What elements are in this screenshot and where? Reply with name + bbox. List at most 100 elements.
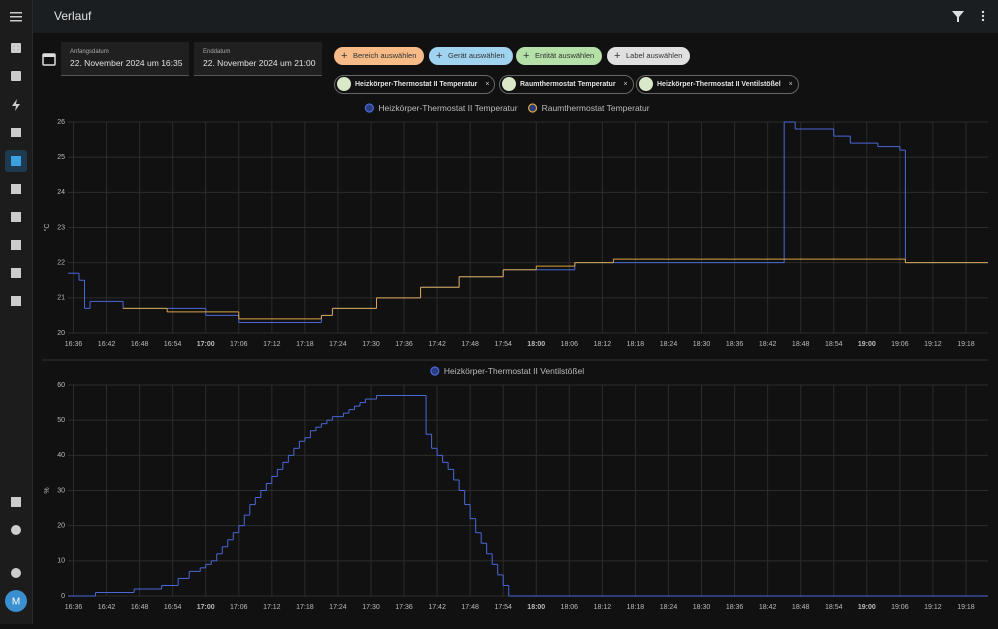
y-tick-label: 26	[57, 119, 65, 126]
toolbar-icons	[952, 10, 985, 22]
nav-notifications[interactable]	[11, 568, 21, 578]
entity-chip-text: Raumthermostat Temperatur	[520, 81, 616, 88]
x-tick-label: 18:30	[693, 604, 711, 611]
x-tick-label: 17:24	[329, 341, 347, 348]
x-tick-label: 18:36	[726, 604, 744, 611]
entity-chip[interactable]: Heizkörper-Thermostat II Temperatur ×	[334, 75, 496, 94]
x-tick-label: 16:48	[131, 341, 149, 348]
x-tick-label: 16:36	[65, 341, 83, 348]
x-tick-label: 16:54	[164, 341, 182, 348]
y-tick-label: 40	[57, 452, 65, 459]
x-tick-label: 18:24	[660, 341, 678, 348]
more-button[interactable]	[981, 10, 985, 22]
x-tick-label: 18:24	[660, 604, 678, 611]
x-tick-label: 17:00	[197, 604, 215, 611]
nav-media[interactable]	[11, 212, 21, 222]
clear-filter-button[interactable]	[952, 11, 964, 22]
x-tick-label: 19:12	[924, 341, 942, 348]
x-tick-label: 18:36	[726, 341, 744, 348]
y-tick-label: 24	[57, 189, 65, 196]
x-tick-label: 18:42	[759, 341, 777, 348]
x-tick-label: 18:54	[825, 341, 843, 348]
legend-label: Heizkörper-Thermostat II Ventilstößel	[444, 366, 584, 376]
y-tick-label: 50	[57, 417, 65, 424]
charts: 20 21 22 23 24 25 26 16:36 16:42 16:48 16:54 17:00 1…	[42, 103, 988, 611]
add-area-chip[interactable]: Bereich auswählen	[334, 47, 425, 65]
x-tick-label: 17:42	[428, 604, 446, 611]
user-initial: M	[12, 597, 20, 608]
end-date-field[interactable]: Enddatum 22. November 2024 um 21:00	[194, 42, 322, 76]
x-tick-label: 17:06	[230, 604, 248, 611]
x-tick-label: 18:12	[594, 341, 612, 348]
x-tick-label: 17:18	[296, 604, 314, 611]
nav-network[interactable]	[11, 240, 21, 250]
legend-label: Raumthermostat Temperatur	[542, 103, 650, 113]
y-tick-label: 23	[57, 224, 65, 231]
x-tick-label: 18:06	[561, 604, 579, 611]
add-label-chip[interactable]: Label auswählen	[607, 47, 691, 65]
x-tick-label: 19:18	[957, 604, 975, 611]
x-tick-label: 18:06	[561, 341, 579, 348]
nav-terminal[interactable]	[11, 296, 21, 306]
nav-logbook[interactable]	[11, 128, 21, 137]
y-tick-label: 21	[57, 295, 65, 302]
x-tick-label: 16:54	[164, 604, 182, 611]
x-tick-label: 18:48	[792, 341, 810, 348]
x-tick-label: 17:06	[230, 341, 248, 348]
start-date-field[interactable]: Anfangsdatum 22. November 2024 um 16:35	[61, 42, 189, 76]
y-tick-label: 20	[57, 330, 65, 337]
top-bar: Verlauf	[33, 0, 998, 33]
x-tick-label: 16:48	[131, 604, 149, 611]
legend-marker	[430, 366, 440, 376]
x-tick-label: 17:12	[263, 341, 281, 348]
x-tick-label: 19:00	[858, 604, 876, 611]
nav-developer[interactable]	[11, 497, 21, 507]
nav-overview[interactable]	[11, 43, 21, 53]
y-tick-label: 30	[57, 487, 65, 494]
add-entity-chip[interactable]: Entität auswählen	[516, 47, 603, 65]
x-tick-label: 19:00	[858, 341, 876, 348]
entity-chip[interactable]: Raumthermostat Temperatur ×	[499, 75, 634, 94]
legend-marker	[364, 103, 374, 113]
x-tick-label: 18:12	[594, 604, 612, 611]
x-tick-label: 18:54	[825, 604, 843, 611]
nav-settings[interactable]	[11, 525, 21, 535]
x-tick-label: 17:54	[494, 341, 512, 348]
start-date-label: Anfangsdatum	[70, 49, 109, 55]
entity-chip-text: Heizkörper-Thermostat II Ventilstößel	[657, 81, 781, 88]
x-tick-label: 16:36	[65, 604, 83, 611]
x-tick-label: 18:18	[627, 341, 645, 348]
x-tick-label: 16:42	[98, 604, 116, 611]
calendar-icon[interactable]	[42, 52, 56, 66]
y-tick-label: 0	[61, 593, 65, 600]
nav-vscode[interactable]	[11, 268, 21, 278]
legend-label: Heizkörper-Thermostat II Temperatur	[378, 103, 517, 113]
x-tick-label: 19:06	[891, 604, 909, 611]
add-device-chip[interactable]: Gerät auswählen	[429, 47, 513, 65]
x-tick-label: 17:48	[461, 341, 479, 348]
x-tick-label: 17:12	[263, 604, 281, 611]
x-tick-label: 18:00	[527, 604, 545, 611]
x-tick-label: 17:30	[362, 604, 380, 611]
menu-icon[interactable]	[10, 12, 22, 14]
entity-chip-text: Heizkörper-Thermostat II Temperatur	[355, 81, 478, 88]
nav-map[interactable]	[11, 71, 21, 81]
y-tick-label: 20	[57, 523, 65, 530]
user-avatar[interactable]	[5, 590, 27, 612]
entity-chip[interactable]: Heizkörper-Thermostat II Ventilstößel ×	[636, 75, 799, 94]
x-tick-label: 18:48	[792, 604, 810, 611]
nav-calendar[interactable]	[11, 184, 21, 194]
x-tick-label: 17:42	[428, 341, 446, 348]
x-tick-label: 17:54	[494, 604, 512, 611]
end-date-value: 22. November 2024 um 21:00	[203, 58, 316, 68]
end-date-label: Enddatum	[203, 49, 231, 55]
y-tick-label: 60	[57, 382, 65, 389]
x-tick-label: 19:18	[957, 341, 975, 348]
x-tick-label: 18:18	[627, 604, 645, 611]
y-tick-label: 10	[57, 558, 65, 565]
sidebar-icons: M	[5, 12, 27, 612]
x-tick-label: 17:30	[362, 341, 380, 348]
y-axis-label: %	[44, 487, 51, 493]
nav-energy[interactable]	[12, 99, 20, 111]
x-tick-label: 17:24	[329, 604, 347, 611]
